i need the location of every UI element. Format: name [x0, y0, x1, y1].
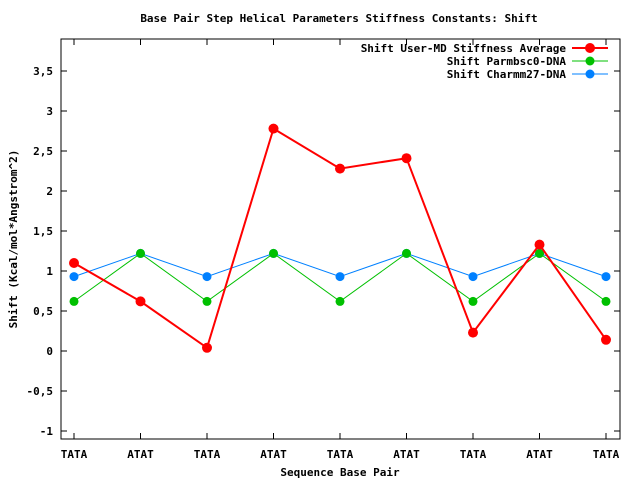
series-0-point-7 [534, 239, 545, 250]
y-tick-label-9: 3,5 [33, 65, 53, 78]
x-axis-label: Sequence Base Pair [280, 466, 400, 479]
series-0-point-4 [335, 163, 345, 174]
y-tick-label-8: 3 [46, 105, 53, 118]
series-1-point-2 [202, 296, 212, 306]
x-tick-label-1: ATAT [127, 448, 154, 461]
series-0-point-6 [468, 327, 478, 338]
legend-label-0: Shift User-MD Stiffness Average [361, 42, 567, 55]
y-axis: -1 -0,5 0 0,5 1 1,5 2 2,5 3 3,5 [27, 65, 620, 438]
series-2-point-8 [601, 272, 611, 282]
x-tick-label-8: TATA [593, 448, 620, 461]
series-1-point-8 [601, 296, 611, 306]
series-0-point-2 [202, 342, 212, 353]
legend-marker-1 [585, 56, 595, 66]
series-1-point-4 [335, 296, 345, 306]
x-tick-label-4: TATA [327, 448, 354, 461]
x-tick-label-2: TATA [194, 448, 221, 461]
x-tick-label-5: ATAT [393, 448, 420, 461]
legend-marker-2 [585, 69, 595, 79]
y-tick-label-7: 2,5 [33, 145, 53, 158]
series-1-point-7 [535, 248, 544, 258]
x-tick-label-3: ATAT [260, 448, 287, 461]
y-tick-label-5: 1,5 [33, 225, 53, 238]
series-1-point-6 [468, 296, 478, 306]
series-1-point-0 [69, 296, 79, 306]
legend-marker-0 [585, 43, 595, 53]
series-layer [69, 123, 611, 353]
y-tick-label-4: 1 [46, 265, 53, 278]
series-2-point-2 [202, 272, 212, 282]
series-line-0 [73, 127, 607, 350]
y-tick-label-2: 0 [46, 345, 53, 358]
x-tick-label-0: TATA [61, 448, 88, 461]
chart-title: Base Pair Step Helical Parameters Stiffn… [140, 12, 537, 25]
series-0-point-5 [401, 153, 412, 164]
series-2-point-4 [335, 272, 345, 282]
series-2-point-6 [468, 272, 478, 282]
y-tick-label-3: 0,5 [33, 305, 53, 318]
series-0-point-0 [69, 258, 79, 268]
y-axis-label: Shift (Kcal/mol*Angstrom^2) [7, 150, 20, 329]
legend-label-1: Shift Parmbsc0-DNA [447, 55, 567, 68]
series-0-point-1 [135, 296, 146, 307]
series-1-point-3 [269, 248, 278, 258]
series-0-point-8 [601, 334, 611, 345]
y-tick-label-0: -1 [40, 425, 54, 438]
y-tick-label-6: 2 [46, 185, 53, 198]
x-tick-label-7: ATAT [526, 448, 553, 461]
series-2-point-0 [69, 272, 79, 282]
series-1-point-1 [136, 248, 145, 258]
x-axis: TATA ATAT TATA ATAT TATA ATAT TATA ATAT TATA [61, 39, 620, 461]
plot-frame [60, 38, 621, 440]
series-1-point-5 [402, 248, 411, 258]
legend-label-2: Shift Charmm27-DNA [447, 68, 567, 81]
x-tick-label-6: TATA [460, 448, 487, 461]
y-tick-label-1: -0,5 [27, 385, 54, 398]
series-0-point-3 [268, 123, 279, 134]
